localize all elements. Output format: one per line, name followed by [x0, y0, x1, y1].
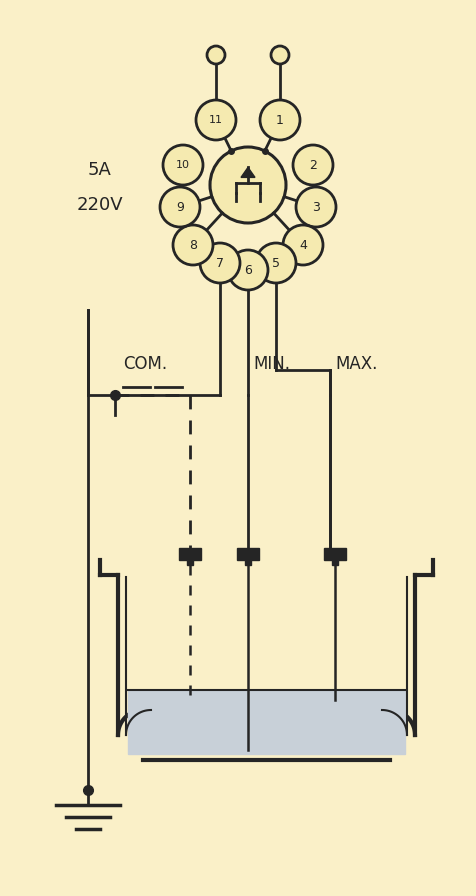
Text: 220V: 220V [77, 196, 123, 214]
Polygon shape [128, 690, 404, 754]
Text: 2: 2 [308, 159, 316, 171]
Text: MAX.: MAX. [334, 355, 377, 373]
Polygon shape [178, 548, 200, 565]
Circle shape [207, 46, 225, 64]
Circle shape [259, 100, 299, 140]
Circle shape [196, 100, 236, 140]
Text: 4: 4 [298, 238, 306, 252]
Polygon shape [126, 575, 406, 755]
Text: 3: 3 [311, 201, 319, 213]
Text: 7: 7 [216, 256, 224, 270]
Text: 5: 5 [271, 256, 279, 270]
Circle shape [209, 147, 286, 223]
Circle shape [282, 225, 322, 265]
Text: 5A: 5A [88, 161, 112, 179]
Polygon shape [240, 168, 255, 177]
Text: MIN.: MIN. [252, 355, 289, 373]
Circle shape [256, 243, 296, 283]
Text: 10: 10 [176, 160, 189, 170]
Polygon shape [323, 548, 345, 565]
Circle shape [228, 250, 268, 290]
Polygon shape [237, 548, 258, 565]
Circle shape [292, 145, 332, 185]
Circle shape [296, 187, 335, 227]
Text: 11: 11 [208, 115, 223, 125]
Circle shape [159, 187, 199, 227]
Text: 8: 8 [188, 238, 197, 252]
Circle shape [173, 225, 213, 265]
Circle shape [163, 145, 203, 185]
Circle shape [199, 243, 239, 283]
Text: 1: 1 [276, 114, 283, 126]
Circle shape [270, 46, 288, 64]
Text: 9: 9 [176, 201, 184, 213]
Text: COM.: COM. [123, 355, 167, 373]
Text: 6: 6 [244, 263, 251, 277]
